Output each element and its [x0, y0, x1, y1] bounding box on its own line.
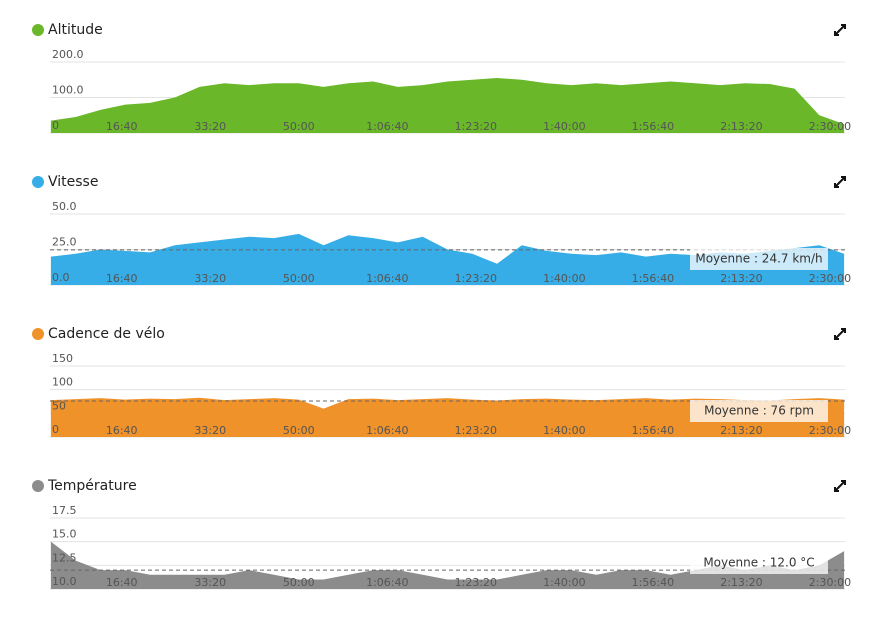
x-tick-label: 2:13:20 [720, 120, 762, 133]
x-tick-label: 50:00 [283, 424, 315, 437]
x-tick-label: 50:00 [283, 120, 315, 133]
x-tick-label: 2:13:20 [720, 272, 762, 285]
average-box [690, 552, 828, 574]
x-tick-label: 1:56:40 [632, 120, 674, 133]
x-tick-label: 1:40:00 [543, 120, 585, 133]
y-tick-label: 25.0 [52, 236, 77, 249]
average-box [690, 248, 828, 270]
average-box [690, 400, 828, 422]
chart-title: Température [47, 478, 137, 494]
x-tick-label: 1:06:40 [366, 576, 408, 589]
x-tick-label: 2:13:20 [720, 576, 762, 589]
y-tick-label: 200.0 [52, 48, 84, 61]
chart-title: Vitesse [48, 174, 98, 190]
x-tick-label: 1:06:40 [366, 272, 408, 285]
x-tick-label: 1:56:40 [632, 576, 674, 589]
x-tick-label: 16:40 [106, 120, 138, 133]
x-tick-label: 1:23:20 [455, 120, 497, 133]
x-tick-label: 33:20 [194, 424, 226, 437]
x-tick-label: 33:20 [194, 576, 226, 589]
x-tick-label: 1:23:20 [455, 272, 497, 285]
expand-icon[interactable] [834, 24, 846, 36]
expand-icon[interactable] [834, 480, 846, 492]
area [50, 541, 845, 589]
y-tick-label: 150 [52, 352, 73, 365]
x-tick-label: 33:20 [194, 120, 226, 133]
y-tick-label: 10.0 [52, 575, 77, 588]
y-tick-label: 12.5 [52, 551, 77, 564]
x-tick-label: 1:40:00 [543, 272, 585, 285]
x-tick-label: 1:23:20 [455, 576, 497, 589]
area [50, 397, 845, 437]
y-tick-label: 15.0 [52, 528, 77, 541]
y-tick-label: 0.0 [52, 271, 70, 284]
x-tick-label: 1:40:00 [543, 424, 585, 437]
x-tick-label: 16:40 [106, 272, 138, 285]
area [50, 233, 845, 285]
chart-title: Cadence de vélo [48, 326, 165, 342]
y-tick-label: 100 [52, 376, 73, 389]
y-tick-label: 50 [52, 399, 66, 412]
x-tick-label: 1:56:40 [632, 272, 674, 285]
x-tick-label: 16:40 [106, 576, 138, 589]
x-tick-label: 1:06:40 [366, 424, 408, 437]
x-tick-label: 1:23:20 [455, 424, 497, 437]
average-label: Moyenne : 12.0 °C [703, 556, 814, 570]
average-label: Moyenne : 76 rpm [704, 404, 814, 418]
y-tick-label: 50.0 [52, 200, 77, 213]
chart-title: Altitude [48, 22, 103, 38]
y-tick-label: 0 [52, 119, 59, 132]
x-tick-label: 2:13:20 [720, 424, 762, 437]
x-tick-label: 1:56:40 [632, 424, 674, 437]
legend-dot [32, 176, 44, 188]
x-tick-label: 2:30:00 [809, 424, 851, 437]
y-tick-label: 100.0 [52, 84, 84, 97]
average-label: Moyenne : 24.7 km/h [695, 252, 822, 266]
legend-dot [32, 328, 44, 340]
x-tick-label: 2:30:00 [809, 272, 851, 285]
x-tick-label: 1:40:00 [543, 576, 585, 589]
x-tick-label: 2:30:00 [809, 576, 851, 589]
x-tick-label: 50:00 [283, 576, 315, 589]
x-tick-label: 33:20 [194, 272, 226, 285]
y-tick-label: 0 [52, 423, 59, 436]
x-tick-label: 16:40 [106, 424, 138, 437]
area [50, 77, 845, 133]
x-tick-label: 1:06:40 [366, 120, 408, 133]
x-tick-label: 2:30:00 [809, 120, 851, 133]
y-tick-label: 17.5 [52, 504, 77, 517]
expand-icon[interactable] [834, 176, 846, 188]
expand-icon[interactable] [834, 328, 846, 340]
legend-dot [32, 480, 44, 492]
legend-dot [32, 24, 44, 36]
x-tick-label: 50:00 [283, 272, 315, 285]
